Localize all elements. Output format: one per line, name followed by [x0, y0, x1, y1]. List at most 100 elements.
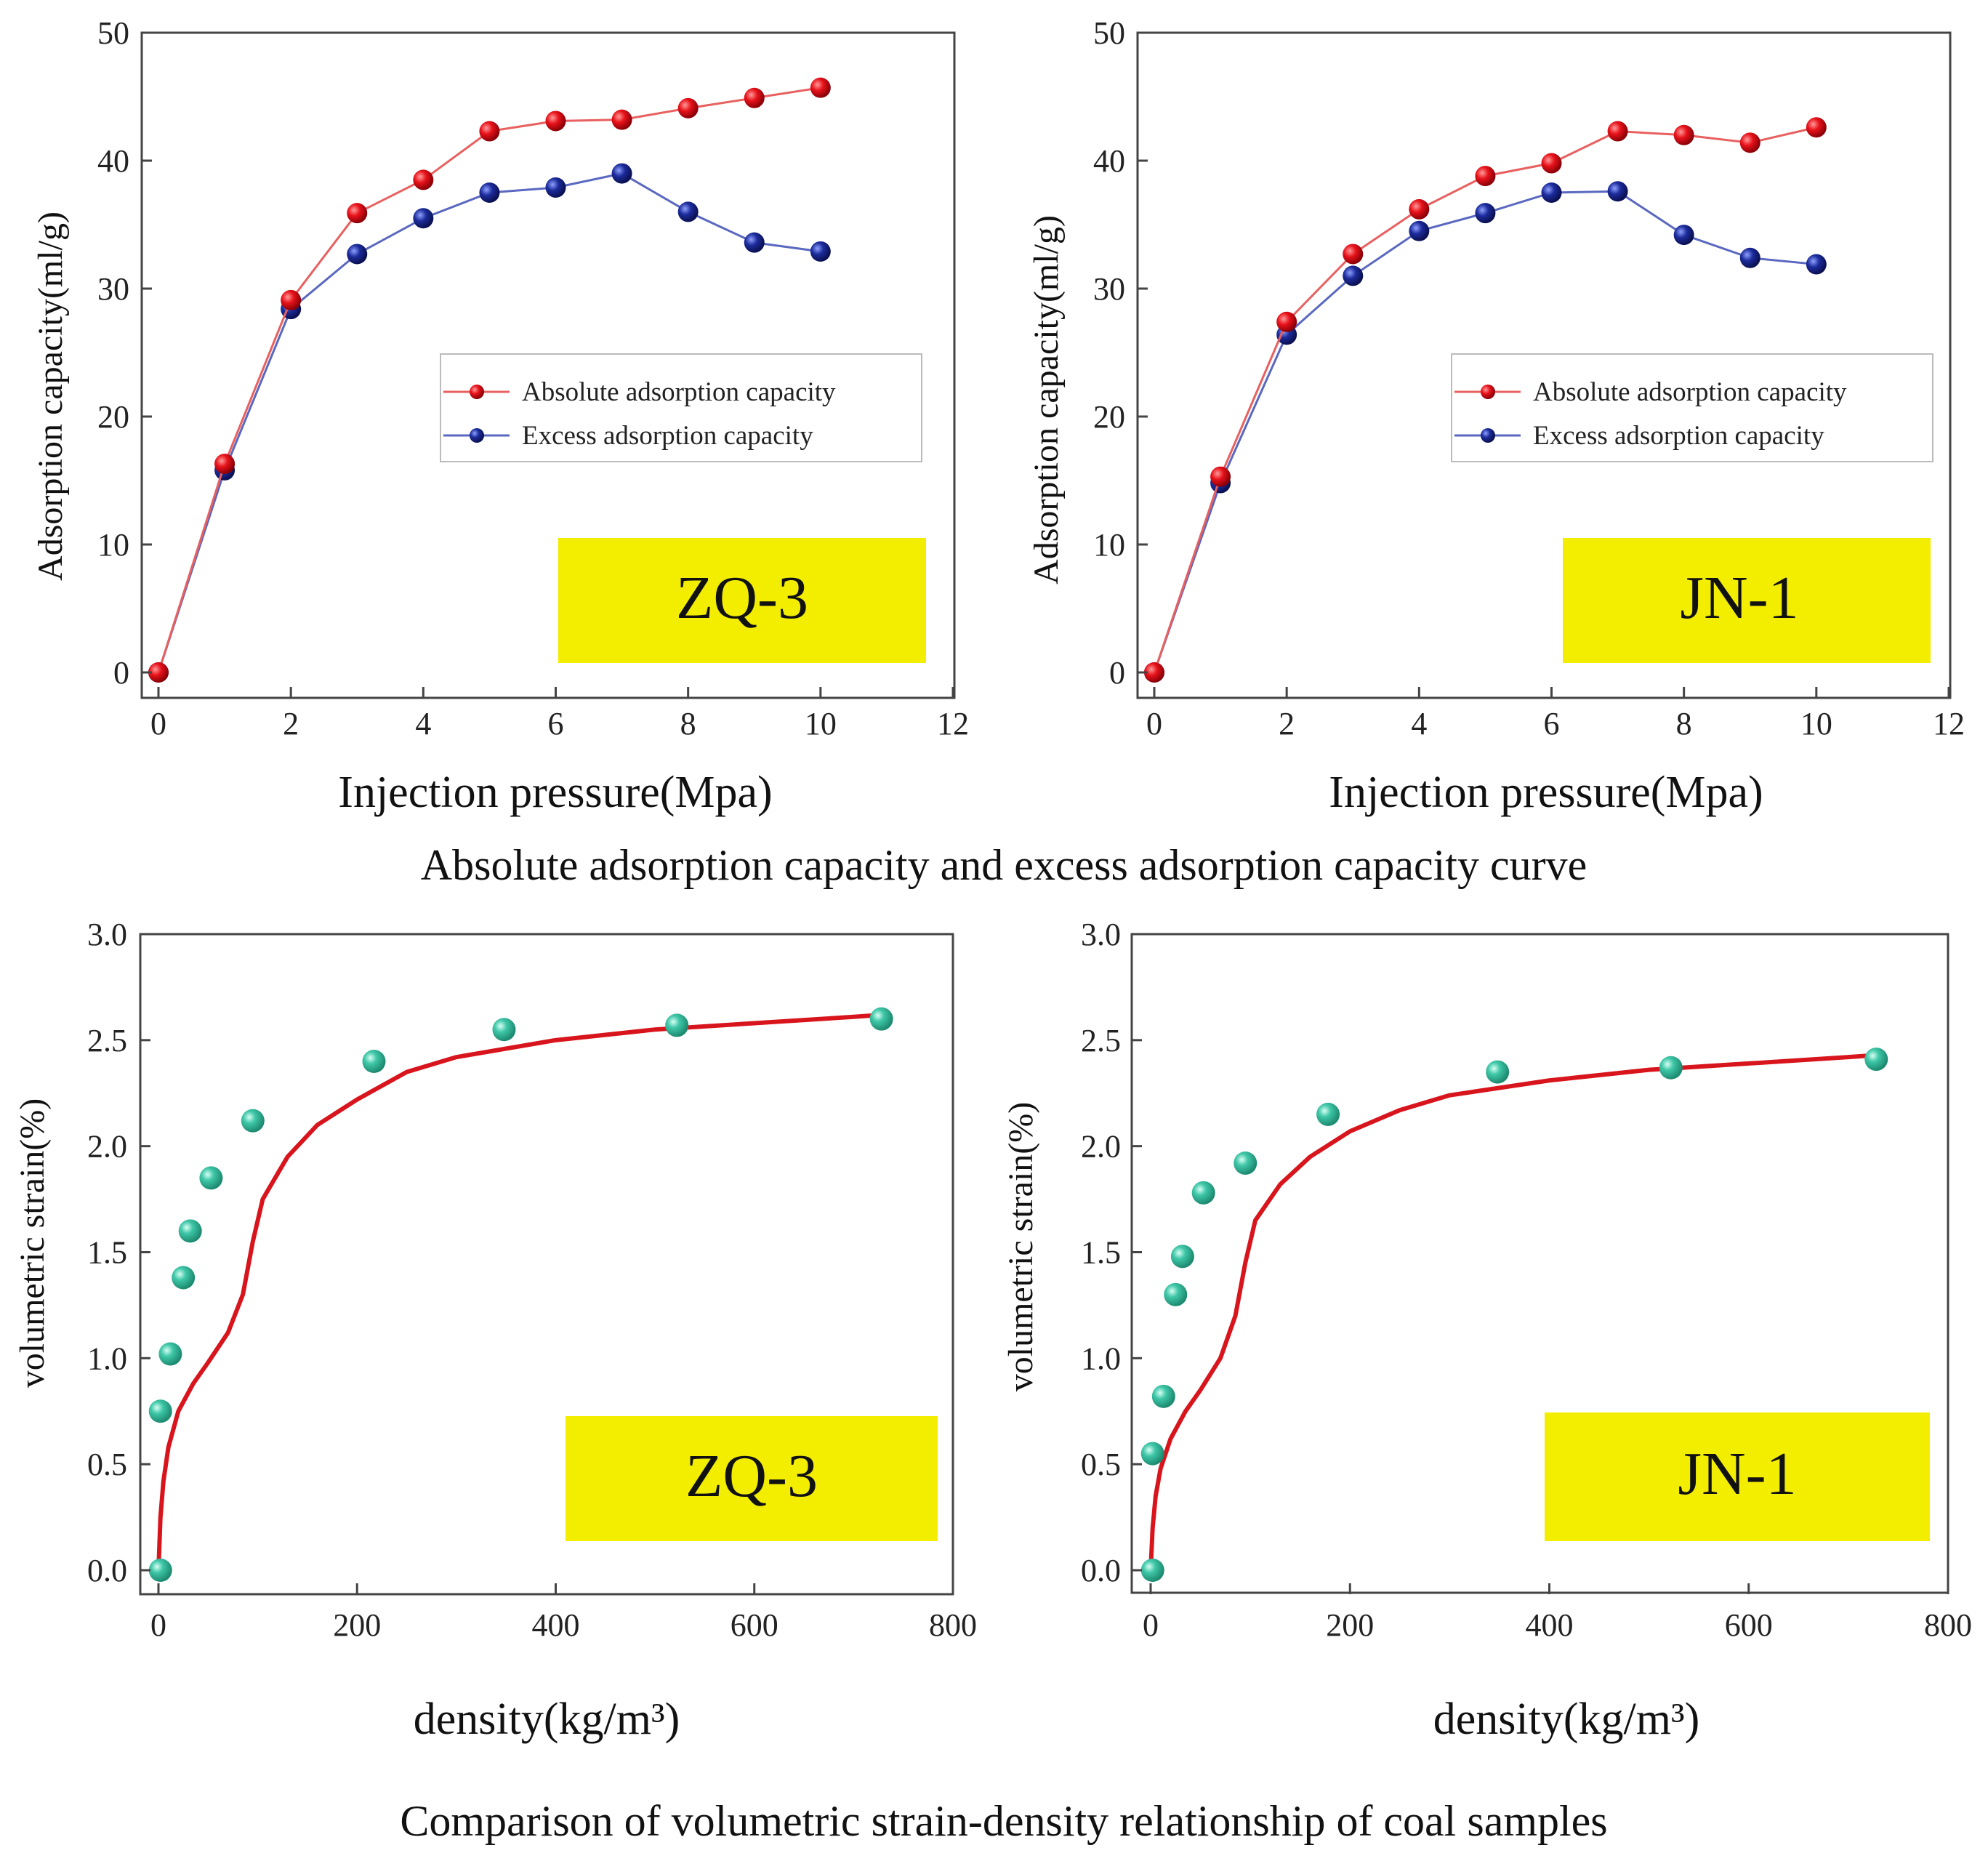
y-tick-label: 2.5	[87, 1023, 127, 1058]
legend-label: Excess adsorption capacity	[1533, 421, 1824, 451]
legend-box	[440, 353, 922, 462]
data-point-excess	[1607, 181, 1628, 202]
x-tick-label: 8	[1676, 706, 1692, 741]
x-axis-label: Injection pressure(Mpa)	[338, 768, 772, 817]
data-point-excess	[479, 182, 500, 203]
x-tick-label: 6	[548, 706, 564, 741]
data-point-absolute	[1806, 117, 1827, 138]
x-tick-label: 600	[731, 1607, 778, 1643]
x-tick-label: 10	[1800, 706, 1832, 741]
data-point-excess	[1806, 254, 1827, 275]
data-point	[178, 1219, 202, 1243]
plot-frame	[1130, 933, 1949, 1594]
x-axis-label: density(kg/m³)	[414, 1695, 680, 1744]
x-tick-label: 12	[937, 706, 969, 741]
data-point-absolute	[677, 97, 699, 118]
data-point-excess	[744, 232, 765, 253]
data-point-absolute	[413, 169, 434, 190]
y-tick-label: 1.5	[87, 1235, 127, 1271]
data-point-excess	[1409, 220, 1430, 241]
data-point	[158, 1342, 182, 1366]
data-point	[1140, 1442, 1164, 1466]
data-point-absolute	[1739, 132, 1760, 153]
legend-label: Excess adsorption capacity	[522, 421, 813, 451]
y-tick-label: 2.0	[87, 1129, 127, 1165]
x-tick-label: 0	[1143, 1607, 1159, 1643]
legend: Absolute adsorption capacity Excess adsor…	[1454, 377, 1847, 451]
data-point-excess	[1541, 182, 1562, 203]
x-tick-label: 2	[283, 706, 299, 741]
data-point	[199, 1166, 223, 1190]
y-axis-label: Adsorption capacity(ml/g)	[31, 212, 70, 581]
x-tick-label: 0	[150, 1607, 166, 1643]
data-point	[1151, 1384, 1175, 1408]
data-point-absolute	[148, 662, 169, 683]
plot-frame	[140, 31, 956, 699]
data-point	[362, 1050, 386, 1073]
data-point-absolute	[1409, 198, 1430, 220]
y-axis-label: volumetric strain(%)	[13, 1098, 52, 1388]
x-tick-label: 2	[1279, 706, 1295, 741]
x-tick-label: 800	[929, 1607, 977, 1643]
y-tick-label: 10	[97, 527, 129, 563]
y-tick-label: 0.5	[1081, 1447, 1121, 1482]
data-point-excess	[347, 244, 368, 265]
sample-label-box	[1563, 538, 1931, 663]
data-point-absolute	[1475, 166, 1496, 187]
sample-label: ZQ-3	[676, 564, 808, 632]
data-point-absolute	[1343, 244, 1364, 265]
y-tick-label: 20	[97, 399, 129, 435]
data-point-absolute	[611, 109, 632, 130]
x-tick-label: 12	[1933, 706, 1965, 741]
data-point-absolute	[1276, 311, 1297, 332]
y-tick-label: 30	[97, 271, 129, 307]
sample-label-box	[1545, 1412, 1930, 1541]
data-point	[1486, 1060, 1510, 1084]
tick-labels: 0 200 400 600 800 0.0 0.5 1.0 1.5 2.0 2.5 3.0	[1081, 917, 1972, 1643]
data-point	[1191, 1181, 1215, 1205]
data-point	[241, 1109, 265, 1133]
y-tick-label: 2.5	[1081, 1023, 1121, 1058]
y-tick-label: 2.0	[1081, 1129, 1121, 1165]
fit-curve	[156, 1012, 886, 1572]
legend: Absolute adsorption capacity Excess adsor…	[443, 377, 836, 451]
y-axis-label: volumetric strain(%)	[1002, 1102, 1040, 1392]
tick-labels: 0 2 4 6 8 10 12 0 10 20 30 40 50	[1093, 15, 1965, 741]
y-axis-label: Adsorption capacity(ml/g)	[1027, 215, 1066, 584]
data-point	[869, 1007, 893, 1031]
x-tick-label: 10	[805, 706, 837, 741]
data-point-excess	[611, 163, 632, 184]
x-tick-label: 400	[532, 1607, 580, 1643]
data-point	[172, 1266, 196, 1290]
y-tick-label: 1.0	[1081, 1341, 1121, 1376]
sample-label: ZQ-3	[685, 1442, 818, 1510]
sample-label: JN-1	[1678, 1440, 1796, 1508]
plot-frame	[1136, 31, 1952, 699]
y-tick-label: 0.5	[87, 1447, 127, 1482]
y-tick-label: 10	[1093, 527, 1125, 563]
legend-label: Absolute adsorption capacity	[522, 377, 836, 407]
data-point-absolute	[1144, 662, 1164, 683]
caption-bottom: Comparison of volumetric strain-density …	[400, 1797, 1607, 1845]
data-point-excess	[1475, 203, 1496, 224]
x-tick-label: 800	[1924, 1607, 1972, 1643]
data-point	[665, 1013, 689, 1037]
legend-marker	[470, 385, 484, 399]
data-point-excess	[545, 177, 566, 198]
data-point-absolute	[1541, 153, 1562, 174]
data-point-absolute	[1673, 124, 1694, 145]
data-point-excess	[677, 201, 699, 222]
x-tick-label: 200	[333, 1607, 381, 1643]
data-point	[1164, 1282, 1188, 1306]
fit-curve	[1148, 1053, 1881, 1572]
chart-marks	[1140, 1048, 1888, 1582]
caption-top: Absolute adsorption capacity and excess …	[421, 841, 1587, 889]
data-point	[148, 1399, 172, 1423]
y-tick-label: 0.0	[1081, 1553, 1121, 1588]
data-point-absolute	[744, 87, 765, 108]
y-tick-label: 3.0	[1081, 917, 1121, 952]
data-point-absolute	[214, 454, 236, 475]
legend-label: Absolute adsorption capacity	[1533, 377, 1847, 407]
y-tick-label: 1.0	[87, 1341, 127, 1376]
